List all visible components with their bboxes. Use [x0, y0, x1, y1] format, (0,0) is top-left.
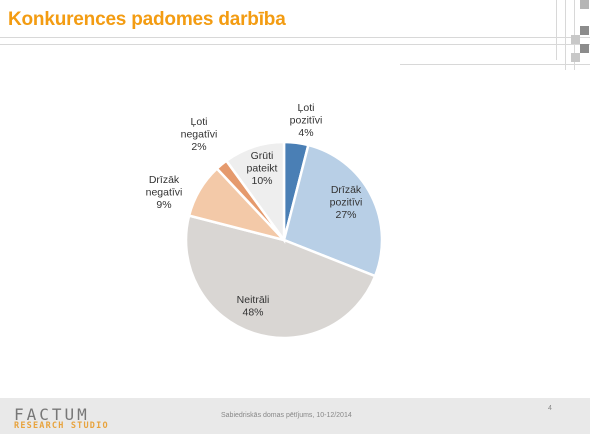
header-rule-top — [0, 37, 590, 38]
decor-square-1 — [580, 0, 589, 9]
decor-square-2 — [580, 26, 589, 35]
decor-vline-2 — [565, 0, 566, 70]
decor-vline-1 — [556, 0, 557, 60]
decor-rule-right — [400, 64, 590, 65]
pie-slice-2 — [184, 214, 377, 340]
factum-logo-subtitle: RESEARCH STUDIO — [14, 421, 109, 431]
pie-slice-5 — [224, 140, 286, 244]
slice-label-0: Ļoti pozitīvi 4% — [290, 102, 323, 139]
decor-square-3 — [571, 35, 580, 44]
factum-logo: FACTUM — [14, 405, 90, 424]
page-number: 4 — [548, 405, 552, 412]
slice-label-2: Neitrāli 48% — [237, 294, 270, 319]
slice-label-1: Drīzāk pozitīvi 27% — [330, 184, 363, 221]
pie-slice-1 — [282, 143, 384, 278]
slice-label-5: Grūti pateikt 10% — [247, 150, 278, 187]
decor-square-5 — [571, 53, 580, 62]
slice-label-3: Drīzāk negatīvi 9% — [146, 174, 183, 211]
footer-bar — [0, 398, 590, 434]
decor-square-4 — [580, 44, 589, 53]
header-rule-bottom — [0, 44, 590, 45]
footer-caption: Sabiedriskās domas pētījums, 10-12/2014 — [221, 412, 352, 419]
page-title: Konkurences padomes darbība — [8, 9, 286, 30]
slice-label-4: Ļoti negatīvi 2% — [181, 116, 218, 153]
